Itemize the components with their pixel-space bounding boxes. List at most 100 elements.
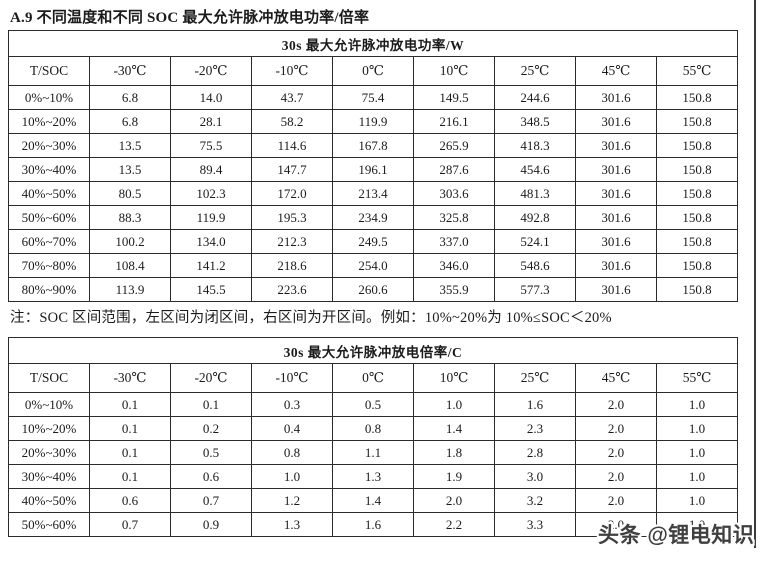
table-cell: 265.9 <box>413 133 495 158</box>
table-cell: 0.8 <box>332 416 414 441</box>
row-header: 30%~40% <box>8 157 90 182</box>
table-cell: 167.8 <box>332 133 414 158</box>
column-header: 25℃ <box>494 363 576 393</box>
table-cell: 1.9 <box>413 464 495 489</box>
table-cell: 0.1 <box>170 392 252 417</box>
caption-row: 30s 最大允许脉冲放电功率/W <box>8 30 738 57</box>
column-header: 55℃ <box>656 56 738 86</box>
table-cell: 6.8 <box>89 85 171 110</box>
table-cell: 0.1 <box>89 464 171 489</box>
table-cell: 346.0 <box>413 253 495 278</box>
table-cell: 13.5 <box>89 157 171 182</box>
table-cell: 337.0 <box>413 229 495 254</box>
column-header: 0℃ <box>332 363 414 393</box>
table-cell: 1.4 <box>413 416 495 441</box>
table-cell: 108.4 <box>89 253 171 278</box>
table-cell: 0.4 <box>251 416 333 441</box>
table-cell: 1.0 <box>656 464 738 489</box>
row-header: 0%~10% <box>8 392 90 417</box>
table-cell: 119.9 <box>170 205 252 230</box>
table-cell: 150.8 <box>656 181 738 206</box>
table-cell: 481.3 <box>494 181 576 206</box>
row-header: 50%~60% <box>8 205 90 230</box>
row-header: 70%~80% <box>8 253 90 278</box>
table-cell: 355.9 <box>413 277 495 302</box>
table-cell: 301.6 <box>575 133 657 158</box>
table-cell: 150.8 <box>656 253 738 278</box>
table-row: 50%~60% 0.7 0.9 1.3 1.6 2.2 3.3 2.0 1.0 <box>8 512 738 537</box>
table-row: 60%~70% 100.2 134.0 212.3 249.5 337.0 524.1 301… <box>8 229 738 254</box>
table-cell: 1.0 <box>251 464 333 489</box>
table-cell: 28.1 <box>170 109 252 134</box>
table-cell: 196.1 <box>332 157 414 182</box>
table-cell: 150.8 <box>656 133 738 158</box>
page-edge-line <box>754 0 756 548</box>
table-cell: 492.8 <box>494 205 576 230</box>
table-cell: 113.9 <box>89 277 171 302</box>
table-row: 30%~40% 13.5 89.4 147.7 196.1 287.6 454.6 301.6… <box>8 157 738 182</box>
table-row: 40%~50% 0.6 0.7 1.2 1.4 2.0 3.2 2.0 1.0 <box>8 488 738 513</box>
table-caption: 30s 最大允许脉冲放电功率/W <box>8 30 738 57</box>
table-row: 20%~30% 13.5 75.5 114.6 167.8 265.9 418.3 301.6… <box>8 133 738 158</box>
table-row: 10%~20% 6.8 28.1 58.2 119.9 216.1 348.5 301.6 15… <box>8 109 738 134</box>
column-header: 45℃ <box>575 56 657 86</box>
column-header: 10℃ <box>413 56 495 86</box>
table-cell: 454.6 <box>494 157 576 182</box>
table-row: 50%~60% 88.3 119.9 195.3 234.9 325.8 492.8 301.… <box>8 205 738 230</box>
table-cell: 1.6 <box>332 512 414 537</box>
table-row: 20%~30% 0.1 0.5 0.8 1.1 1.8 2.8 2.0 1.0 <box>8 440 738 465</box>
table-cell: 0.7 <box>170 488 252 513</box>
table-cell: 1.1 <box>332 440 414 465</box>
table-cell: 100.2 <box>89 229 171 254</box>
table-cell: 1.0 <box>413 392 495 417</box>
header-row: T/SOC -30℃ -20℃ -10℃ 0℃ 10℃ 25℃ 45℃ 55℃ <box>8 363 738 393</box>
table-cell: 0.7 <box>89 512 171 537</box>
table-cell: 0.5 <box>332 392 414 417</box>
table-cell: 134.0 <box>170 229 252 254</box>
table-cell: 216.1 <box>413 109 495 134</box>
pulse-discharge-rate-table: 30s 最大允许脉冲放电倍率/C T/SOC -30℃ -20℃ -10℃ 0℃ 10℃ 25… <box>8 337 738 537</box>
table-row: 10%~20% 0.1 0.2 0.4 0.8 1.4 2.3 2.0 1.0 <box>8 416 738 441</box>
column-header: 10℃ <box>413 363 495 393</box>
table-cell: 2.0 <box>575 392 657 417</box>
table-cell: 1.0 <box>656 440 738 465</box>
table-cell: 2.3 <box>494 416 576 441</box>
table-cell: 325.8 <box>413 205 495 230</box>
table-cell: 0.6 <box>89 488 171 513</box>
header-row: T/SOC -30℃ -20℃ -10℃ 0℃ 10℃ 25℃ 45℃ 55℃ <box>8 56 738 86</box>
table-cell: 524.1 <box>494 229 576 254</box>
table-cell: 2.0 <box>575 512 657 537</box>
column-header: -10℃ <box>251 363 333 393</box>
table-cell: 147.7 <box>251 157 333 182</box>
table-cell: 0.1 <box>89 392 171 417</box>
table-cell: 1.3 <box>332 464 414 489</box>
corner-header: T/SOC <box>8 363 90 393</box>
column-header: 45℃ <box>575 363 657 393</box>
table-cell: 260.6 <box>332 277 414 302</box>
table-cell: 301.6 <box>575 229 657 254</box>
table-cell: 213.4 <box>332 181 414 206</box>
table-cell: 43.7 <box>251 85 333 110</box>
table-cell: 0.3 <box>251 392 333 417</box>
table-cell: 3.2 <box>494 488 576 513</box>
table-row: 0%~10% 6.8 14.0 43.7 75.4 149.5 244.6 301.6 150.… <box>8 85 738 110</box>
table-cell: 150.8 <box>656 277 738 302</box>
table-cell: 102.3 <box>170 181 252 206</box>
table-cell: 2.0 <box>575 416 657 441</box>
caption-row: 30s 最大允许脉冲放电倍率/C <box>8 337 738 364</box>
table-cell: 1.6 <box>494 392 576 417</box>
table-cell: 75.5 <box>170 133 252 158</box>
table-cell: 1.4 <box>332 488 414 513</box>
column-header: -30℃ <box>89 363 171 393</box>
table-cell: 1.0 <box>656 392 738 417</box>
table-cell: 2.0 <box>413 488 495 513</box>
table-cell: 0.5 <box>170 440 252 465</box>
table-cell: 223.6 <box>251 277 333 302</box>
table-cell: 1.0 <box>656 512 738 537</box>
table-cell: 0.8 <box>251 440 333 465</box>
table-cell: 301.6 <box>575 253 657 278</box>
table-cell: 301.6 <box>575 181 657 206</box>
row-header: 80%~90% <box>8 277 90 302</box>
row-header: 10%~20% <box>8 109 90 134</box>
